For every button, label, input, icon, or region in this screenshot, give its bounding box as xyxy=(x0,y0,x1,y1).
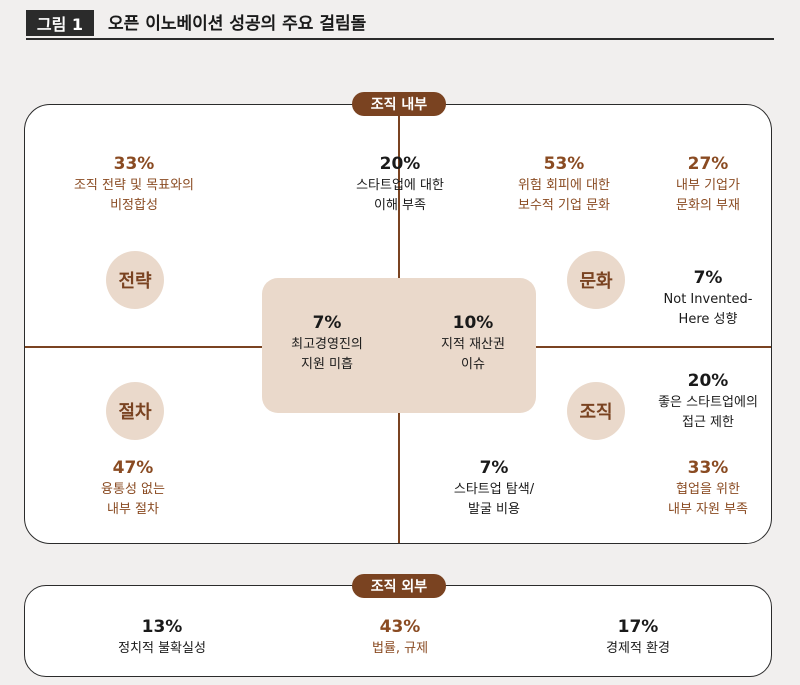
stat-pct: 7% xyxy=(312,313,342,333)
stat-startup-understanding: 20% 스타트업에 대한 이해 부족 xyxy=(330,152,470,216)
stat-desc: 법률, 규제 xyxy=(371,641,429,656)
stat-no-corporate-culture: 27% 내부 기업가 문화의 부재 xyxy=(650,152,766,216)
strategy-circle: 전략 xyxy=(106,251,164,309)
stat-pct: 17% xyxy=(617,617,659,637)
stat-scouting-cost: 7% 스타트업 탐색/ 발굴 비용 xyxy=(428,456,560,520)
stat-desc: 내부 기업가 문화의 부재 xyxy=(676,178,740,213)
stat-strategy-mismatch: 33% 조직 전략 및 목표와의 비정합성 xyxy=(52,152,216,216)
stat-desc: 지적 재산권 이슈 xyxy=(441,337,505,372)
stat-desc: 위험 회피에 대한 보수적 기업 문화 xyxy=(518,178,610,213)
stat-risk-avoidance: 53% 위험 회피에 대한 보수적 기업 문화 xyxy=(496,152,632,216)
stat-desc: 경제적 환경 xyxy=(606,641,670,656)
stat-desc: 융통성 없는 내부 절차 xyxy=(101,482,165,517)
stat-desc: 스타트업 탐색/ 발굴 비용 xyxy=(453,482,535,517)
stat-pct: 27% xyxy=(687,154,729,174)
stat-pct: 33% xyxy=(113,154,155,174)
stat-nih: 7% Not Invented- Here 성향 xyxy=(648,266,768,330)
divider-horizontal-right xyxy=(536,346,771,348)
stat-desc: 정치적 불확실성 xyxy=(118,641,206,656)
external-panel xyxy=(24,585,772,677)
divider-vertical-bottom xyxy=(398,413,400,543)
stat-pct: 53% xyxy=(543,154,585,174)
stat-pct: 7% xyxy=(693,268,723,288)
stat-exec-commitment: 7% 최고경영진의 지원 미흡 xyxy=(270,311,384,375)
stat-resources: 33% 협업을 위한 내부 자원 부족 xyxy=(640,456,776,520)
divider-vertical-top xyxy=(398,116,400,278)
stat-economic: 17% 경제적 환경 xyxy=(568,615,708,659)
culture-circle: 문화 xyxy=(567,251,625,309)
external-label: 조직 외부 xyxy=(352,574,446,598)
stat-pct: 13% xyxy=(141,617,183,637)
stat-legal: 43% 법률, 규제 xyxy=(330,615,470,659)
procedure-circle: 절차 xyxy=(106,382,164,440)
figure-label: 그림 1 xyxy=(26,10,94,36)
stat-pct: 20% xyxy=(379,154,421,174)
stat-pct: 7% xyxy=(479,458,509,478)
figure-title: 오픈 이노베이션 성공의 주요 걸림돌 xyxy=(108,14,367,34)
stat-desc: 협업을 위한 내부 자원 부족 xyxy=(667,482,749,517)
stat-desc: 조직 전략 및 목표와의 비정합성 xyxy=(73,178,195,213)
stat-pct: 10% xyxy=(452,313,494,333)
organization-circle: 조직 xyxy=(567,382,625,440)
internal-label: 조직 내부 xyxy=(352,92,446,116)
stat-political: 13% 정치적 불확실성 xyxy=(84,615,240,659)
center-box xyxy=(262,278,536,413)
stat-ip-issue: 10% 지적 재산권 이슈 xyxy=(416,311,530,375)
stat-desc: 스타트업에 대한 이해 부족 xyxy=(356,178,444,213)
stat-pct: 20% xyxy=(687,371,729,391)
stat-desc: 최고경영진의 지원 미흡 xyxy=(291,337,363,372)
stat-good-startup-access: 20% 좋은 스타트업에의 접근 제한 xyxy=(638,369,778,433)
stat-pct: 43% xyxy=(379,617,421,637)
divider-horizontal-left xyxy=(25,346,262,348)
stat-flexibility: 47% 융통성 없는 내부 절차 xyxy=(68,456,198,520)
title-rule xyxy=(26,38,774,40)
stat-desc: Not Invented- Here 성향 xyxy=(663,292,753,327)
stat-pct: 47% xyxy=(112,458,154,478)
stat-desc: 좋은 스타트업에의 접근 제한 xyxy=(658,395,758,430)
stat-pct: 33% xyxy=(687,458,729,478)
